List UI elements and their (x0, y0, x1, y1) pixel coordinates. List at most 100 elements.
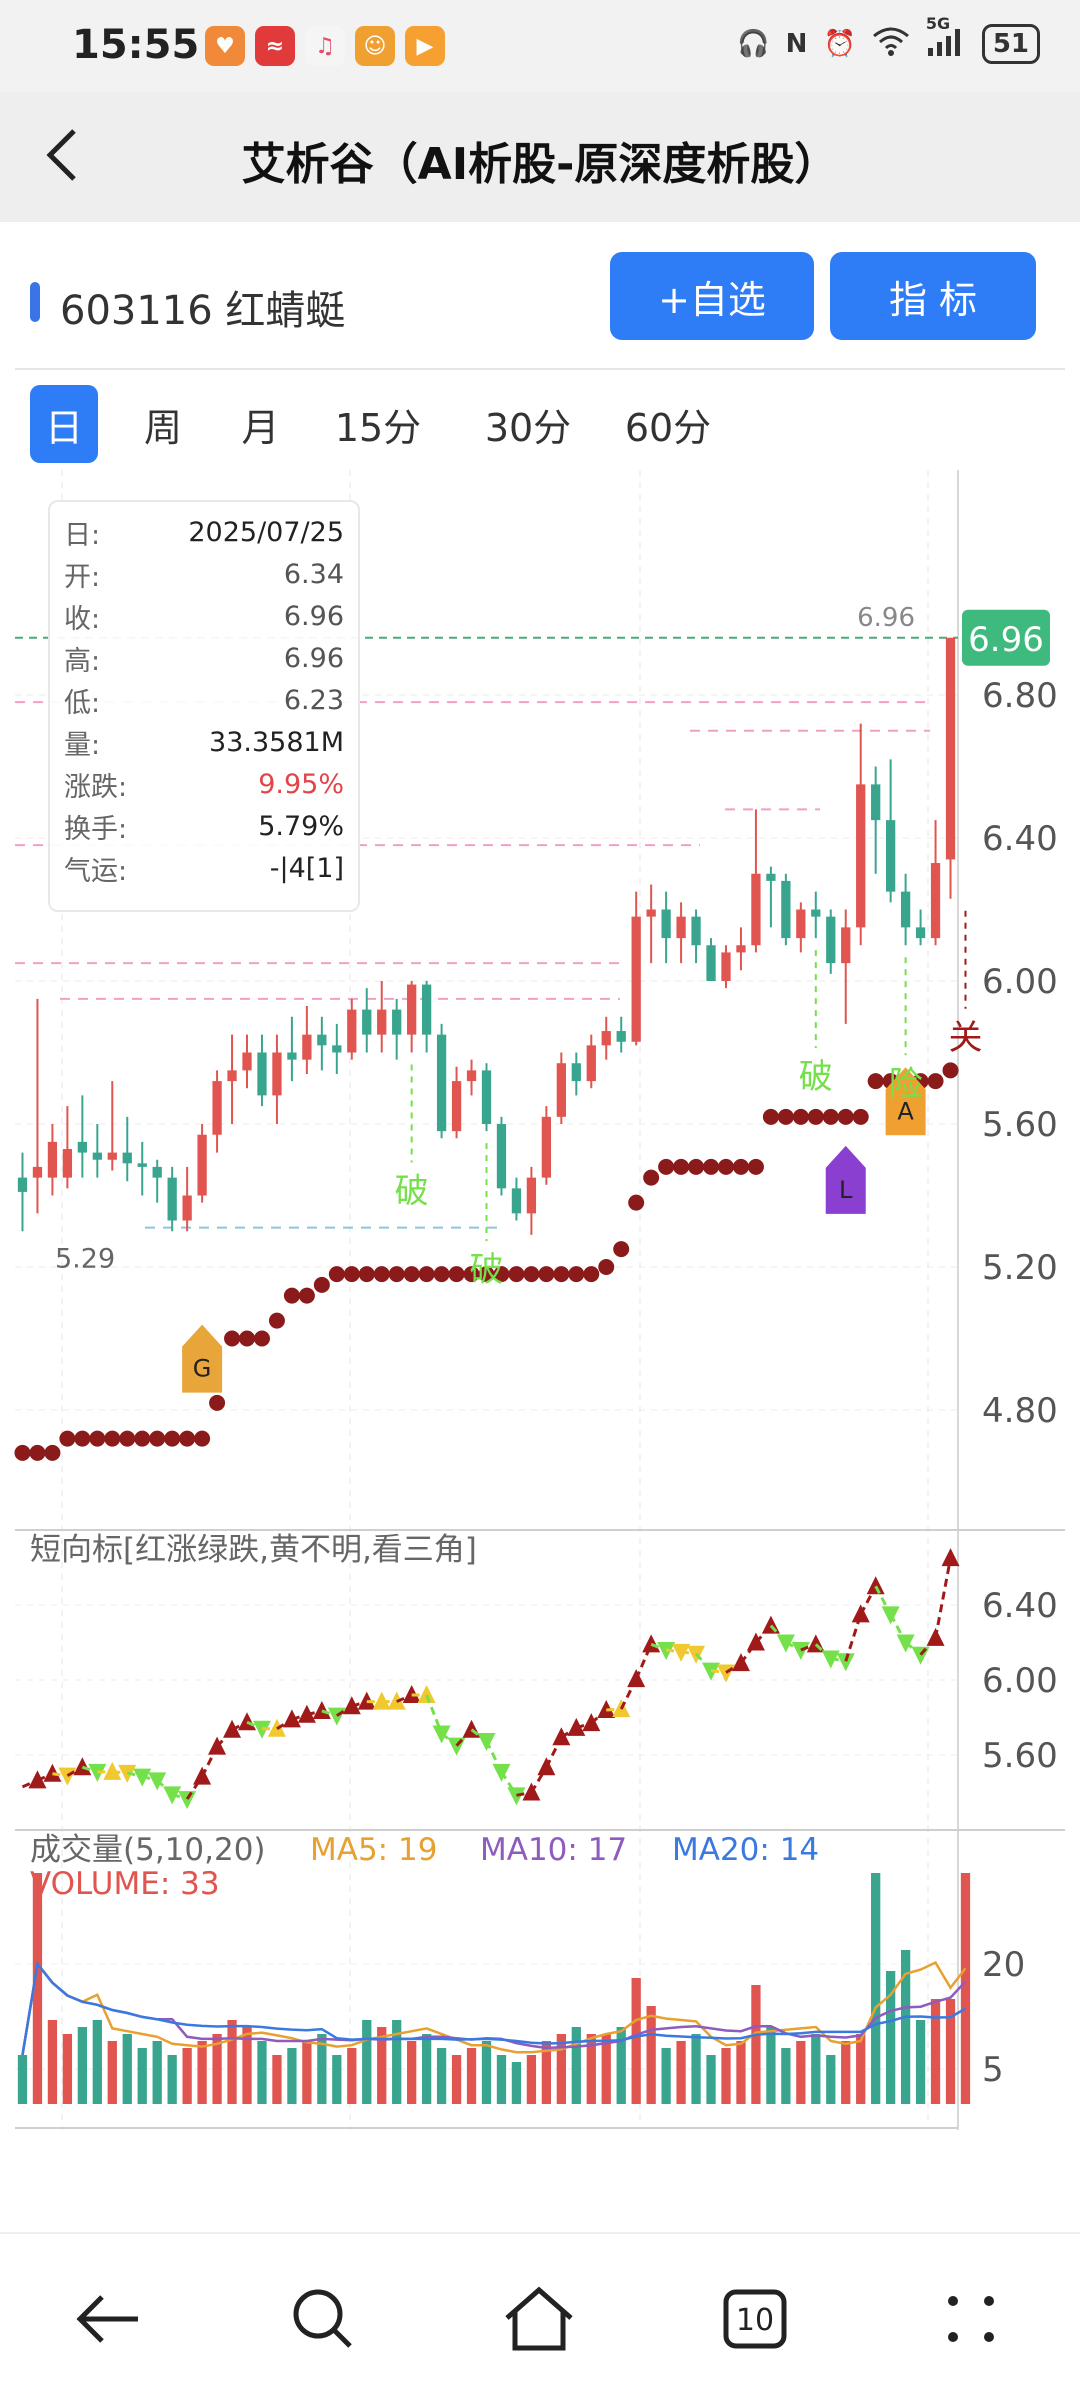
tab-30min[interactable]: 30分 (484, 405, 572, 450)
candle-body (242, 1052, 252, 1071)
price-tick-label: 5.20 (982, 1248, 1058, 1288)
stop-dot (224, 1330, 241, 1347)
volume-bar (900, 1950, 911, 2104)
candle-body (302, 1034, 312, 1060)
candle-body (197, 1134, 207, 1196)
stop-dot (508, 1266, 525, 1283)
tab-15min[interactable]: 15分 (334, 405, 422, 450)
volume-bar (272, 2055, 282, 2104)
volume-tick-label: 20 (982, 1945, 1025, 1985)
stop-dot (194, 1430, 211, 1447)
candle-body (47, 1141, 58, 1178)
direction-triangle (447, 1737, 466, 1756)
stock-accent-bar (30, 282, 40, 322)
candle-body (586, 1045, 596, 1082)
stop-dot (388, 1266, 405, 1283)
tab-60min[interactable]: 60分 (624, 405, 712, 450)
stop-dot (777, 1108, 794, 1125)
tab-day[interactable]: 日 (30, 385, 98, 463)
nav-back-button[interactable] (62, 2274, 152, 2364)
chevron-left-icon (46, 129, 76, 181)
stop-dot (358, 1266, 375, 1283)
direction-triangle (806, 1634, 825, 1653)
candle-body (137, 1163, 147, 1167)
stop-dot (29, 1444, 46, 1461)
back-button[interactable] (30, 120, 94, 190)
stop-dot (568, 1266, 585, 1283)
nav-home-button[interactable] (494, 2274, 584, 2364)
volume-ma-line (21, 1960, 967, 2056)
volume-bar (826, 2055, 836, 2104)
stock-code-name: 603116 红蜻蜓 (60, 288, 346, 334)
volume-bar (62, 2034, 73, 2104)
volume-bar (17, 2055, 28, 2104)
nav-tabs-button[interactable]: 10 (710, 2274, 800, 2364)
candle-body (631, 916, 641, 1042)
candle-body (257, 1052, 267, 1096)
nav-more-button[interactable] (926, 2274, 1016, 2364)
volume-bar (511, 2062, 522, 2104)
candle-body (856, 784, 866, 928)
candle-body (511, 1188, 522, 1214)
candle-body (915, 927, 926, 939)
stop-dot (807, 1108, 824, 1125)
direction-triangle (761, 1615, 780, 1634)
low-price-label: 5.29 (55, 1244, 115, 1275)
tab-month[interactable]: 月 (241, 405, 280, 450)
candle-body (841, 927, 851, 964)
nav-search-button[interactable] (278, 2274, 368, 2364)
volume-bar (856, 2034, 866, 2104)
candle-body (466, 1070, 477, 1082)
stop-dot (762, 1108, 779, 1125)
candle-body (766, 873, 776, 881)
stock-header: 603116 红蜻蜓 +自选 指 标 (0, 222, 1080, 368)
volume-bar (436, 2048, 447, 2104)
direction-triangle (836, 1653, 855, 1672)
volume-bar (811, 2034, 821, 2104)
search-icon (293, 2289, 352, 2348)
stop-dot (717, 1158, 734, 1175)
info-row-low: 低: 6.23 (64, 684, 344, 719)
info-row-change: 涨跌: 9.95% (64, 768, 344, 803)
direction-line (680, 1650, 697, 1656)
direction-line (425, 1694, 443, 1734)
kline-chart[interactable]: 6.80 6.40 6.00 5.60 5.20 4.80 6.96 6.96 5.29 G L A 破… (0, 470, 1080, 2130)
last-price-badge (962, 609, 1050, 666)
stop-dot (403, 1266, 420, 1283)
app-notification-icon: ☺ (355, 26, 395, 66)
candle-body (781, 880, 791, 939)
add-watchlist-button[interactable]: +自选 (610, 252, 814, 340)
stop-dot (298, 1287, 315, 1304)
candle-body (556, 1063, 566, 1117)
stop-dot (643, 1169, 660, 1186)
stop-dot (927, 1073, 944, 1090)
direction-line (530, 1766, 548, 1794)
volume-bar (77, 2027, 87, 2104)
candle-body (392, 1009, 402, 1035)
candle-body (751, 873, 761, 946)
stop-dot (792, 1108, 809, 1125)
candle-body (796, 909, 806, 939)
candle-body (481, 1070, 492, 1124)
candle-body (332, 1045, 342, 1053)
stop-dot (433, 1266, 450, 1283)
volume-bar (496, 2055, 507, 2104)
high-price-label: 6.96 (857, 603, 915, 633)
info-row-fortune: 气运: -|4[1] (64, 852, 344, 887)
stop-dot (44, 1444, 61, 1461)
volume-bar (287, 2048, 297, 2104)
signal-marker-label: A (897, 1097, 914, 1125)
volume-bar (227, 2020, 237, 2104)
volume-ma-line (21, 1961, 967, 2056)
stop-dot (553, 1266, 570, 1283)
indicators-button[interactable]: 指 标 (830, 252, 1036, 340)
info-row-volume: 量: 33.3581M (64, 726, 344, 761)
volume-bar (197, 2041, 207, 2104)
volume-bar (392, 2020, 402, 2104)
home-icon (505, 2286, 573, 2351)
ma20-label: MA20: 14 (672, 1832, 819, 1868)
stop-dot (119, 1430, 136, 1447)
app-notification-icon: ≈ (255, 26, 295, 66)
info-row-open: 开: 6.34 (64, 558, 344, 593)
tab-week[interactable]: 周 (143, 405, 182, 450)
